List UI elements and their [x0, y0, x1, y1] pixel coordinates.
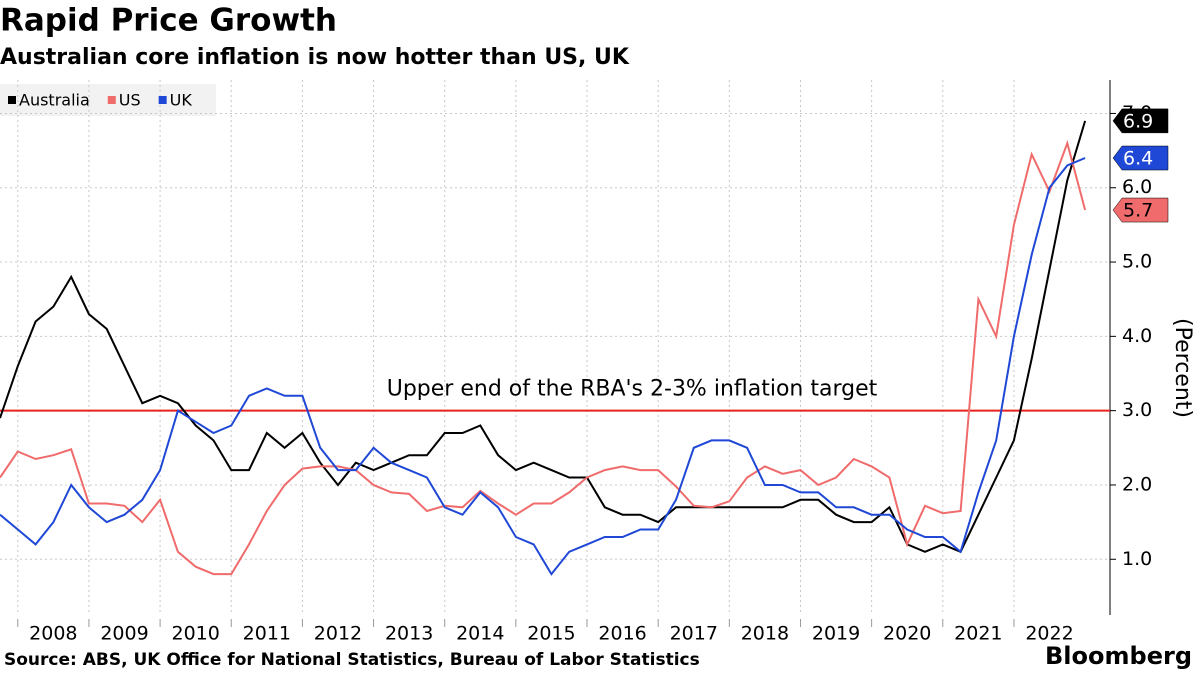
x-tick-label: 2008 [29, 623, 77, 645]
x-tick-label: 2012 [314, 623, 362, 645]
x-tick-label: 2011 [243, 623, 291, 645]
brand: Bloomberg [1045, 642, 1192, 670]
x-tick-label: 2013 [385, 623, 433, 645]
x-tick-label: 2022 [1025, 623, 1073, 645]
source: Source: ABS, UK Office for National Stat… [4, 650, 700, 670]
x-tick-label: 2021 [954, 623, 1002, 645]
y-tick-label: 5.0 [1122, 251, 1152, 273]
value-label: 6.4 [1123, 148, 1153, 170]
value-tag [1112, 197, 1169, 223]
value-label: 6.9 [1123, 110, 1153, 132]
legend-label: US [119, 91, 141, 110]
x-tick-label: 2009 [100, 623, 148, 645]
y-tick-label: 6.0 [1122, 176, 1152, 198]
x-tick-label: 2010 [171, 623, 219, 645]
series-line [0, 139, 1087, 576]
x-tick-label: 2018 [741, 623, 789, 645]
x-tick-label: 2015 [527, 623, 575, 645]
y-tick-label: 1.0 [1122, 548, 1152, 570]
annotation: Upper end of the RBA's 2-3% inflation ta… [387, 377, 878, 402]
x-tick-label: 2014 [456, 623, 504, 645]
chart-title: Rapid Price Growth [0, 3, 337, 39]
series-line [0, 157, 1086, 576]
x-tick-label: 2020 [883, 623, 931, 645]
value-tag [1112, 108, 1169, 134]
chart-subtitle: Australian core inflation is now hotter … [0, 45, 630, 70]
y-tick-label: 2.0 [1122, 473, 1152, 495]
legend-label: UK [170, 91, 193, 110]
y-axis-label: (Percent) [1170, 318, 1195, 418]
series-line [0, 120, 1087, 554]
legend-swatch [8, 96, 16, 104]
y-tick-label: 4.0 [1122, 325, 1152, 347]
value-label: 5.7 [1123, 200, 1153, 222]
x-tick-label: 2017 [670, 623, 718, 645]
legend-swatch [158, 96, 167, 104]
legend-label: Australia [19, 91, 90, 110]
value-tag [1112, 145, 1169, 171]
legend-swatch [107, 96, 116, 104]
y-tick-label: 3.0 [1122, 399, 1152, 421]
x-tick-label: 2016 [598, 623, 646, 645]
x-tick-label: 2019 [812, 623, 860, 645]
